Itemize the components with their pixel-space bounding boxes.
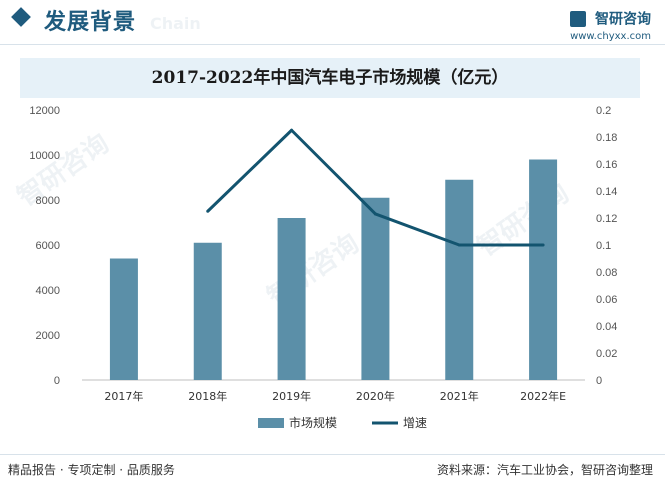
brand: 智研咨询 www.chyxx.com — [569, 8, 651, 42]
footer-source: 资料来源：汽车工业协会，智研咨询整理 — [436, 463, 653, 477]
bar-0 — [109, 258, 138, 380]
y-right-tick-label-2: 0.04 — [596, 321, 617, 333]
bar-1 — [193, 242, 222, 380]
y-right-tick-label-7: 0.14 — [596, 186, 617, 198]
footer-tagline: 精品报告 · 专项定制 · 品质服务 — [8, 463, 175, 477]
x-tick-label-3: 2020年 — [356, 389, 395, 403]
header-divider — [0, 44, 665, 45]
y-left-tick-label-0: 0 — [54, 375, 60, 387]
y-right-tick-label-1: 0.02 — [596, 348, 617, 360]
legend-label-line: 增速 — [403, 416, 427, 430]
y-right-tick-label-5: 0.1 — [596, 240, 611, 252]
y-right-tick-label-0: 0 — [596, 375, 602, 387]
page-title: 发展背景 — [44, 10, 137, 35]
bar-3 — [361, 197, 390, 380]
y-right-tick-label-8: 0.16 — [596, 159, 617, 171]
line-point-1 — [206, 209, 210, 213]
line-point-4 — [457, 243, 461, 247]
y-right-tick-label-4: 0.08 — [596, 267, 617, 279]
brand-logo-icon — [569, 10, 586, 27]
y-left-tick-label-2: 4000 — [36, 285, 60, 297]
x-tick-label-2: 2019年 — [272, 389, 311, 403]
bar-4 — [445, 179, 474, 380]
chart-title: 2017-2022年中国汽车电子市场规模（亿元） — [151, 68, 509, 88]
y-left-tick-label-1: 2000 — [36, 330, 60, 342]
bar-2 — [277, 218, 306, 380]
x-tick-label-5: 2022年E — [520, 389, 566, 403]
legend-swatch-bar — [258, 418, 284, 428]
line-point-3 — [373, 212, 377, 216]
line-point-2 — [290, 128, 294, 132]
x-tick-label-1: 2018年 — [188, 389, 227, 403]
chart-title-band: 2017-2022年中国汽车电子市场规模（亿元） — [20, 58, 640, 98]
y-left-tick-label-4: 8000 — [36, 195, 60, 207]
y-right-tick-label-9: 0.18 — [596, 132, 617, 144]
y-right-tick-label-6: 0.12 — [596, 213, 617, 225]
page-header: 发展背景 智研咨询 www.chyxx.com — [0, 0, 665, 44]
x-tick-label-4: 2021年 — [440, 389, 479, 403]
y-left-tick-label-5: 10000 — [29, 150, 60, 162]
y-right-tick-label-10: 0.2 — [596, 105, 611, 117]
bar-5 — [529, 159, 558, 380]
y-right-tick-label-3: 0.06 — [596, 294, 617, 306]
y-left-tick-label-3: 6000 — [36, 240, 60, 252]
watermark-logo: Chain — [150, 14, 201, 33]
page-footer: 精品报告 · 专项定制 · 品质服务 资料来源：汽车工业协会，智研咨询整理 — [0, 454, 665, 483]
line-point-5 — [541, 243, 545, 247]
x-tick-label-0: 2017年 — [104, 389, 143, 403]
legend-label-bar: 市场规模 — [289, 415, 337, 430]
y-left-tick-label-6: 12000 — [29, 105, 60, 117]
brand-url: www.chyxx.com — [570, 30, 651, 42]
brand-name: 智研咨询 — [595, 11, 651, 28]
